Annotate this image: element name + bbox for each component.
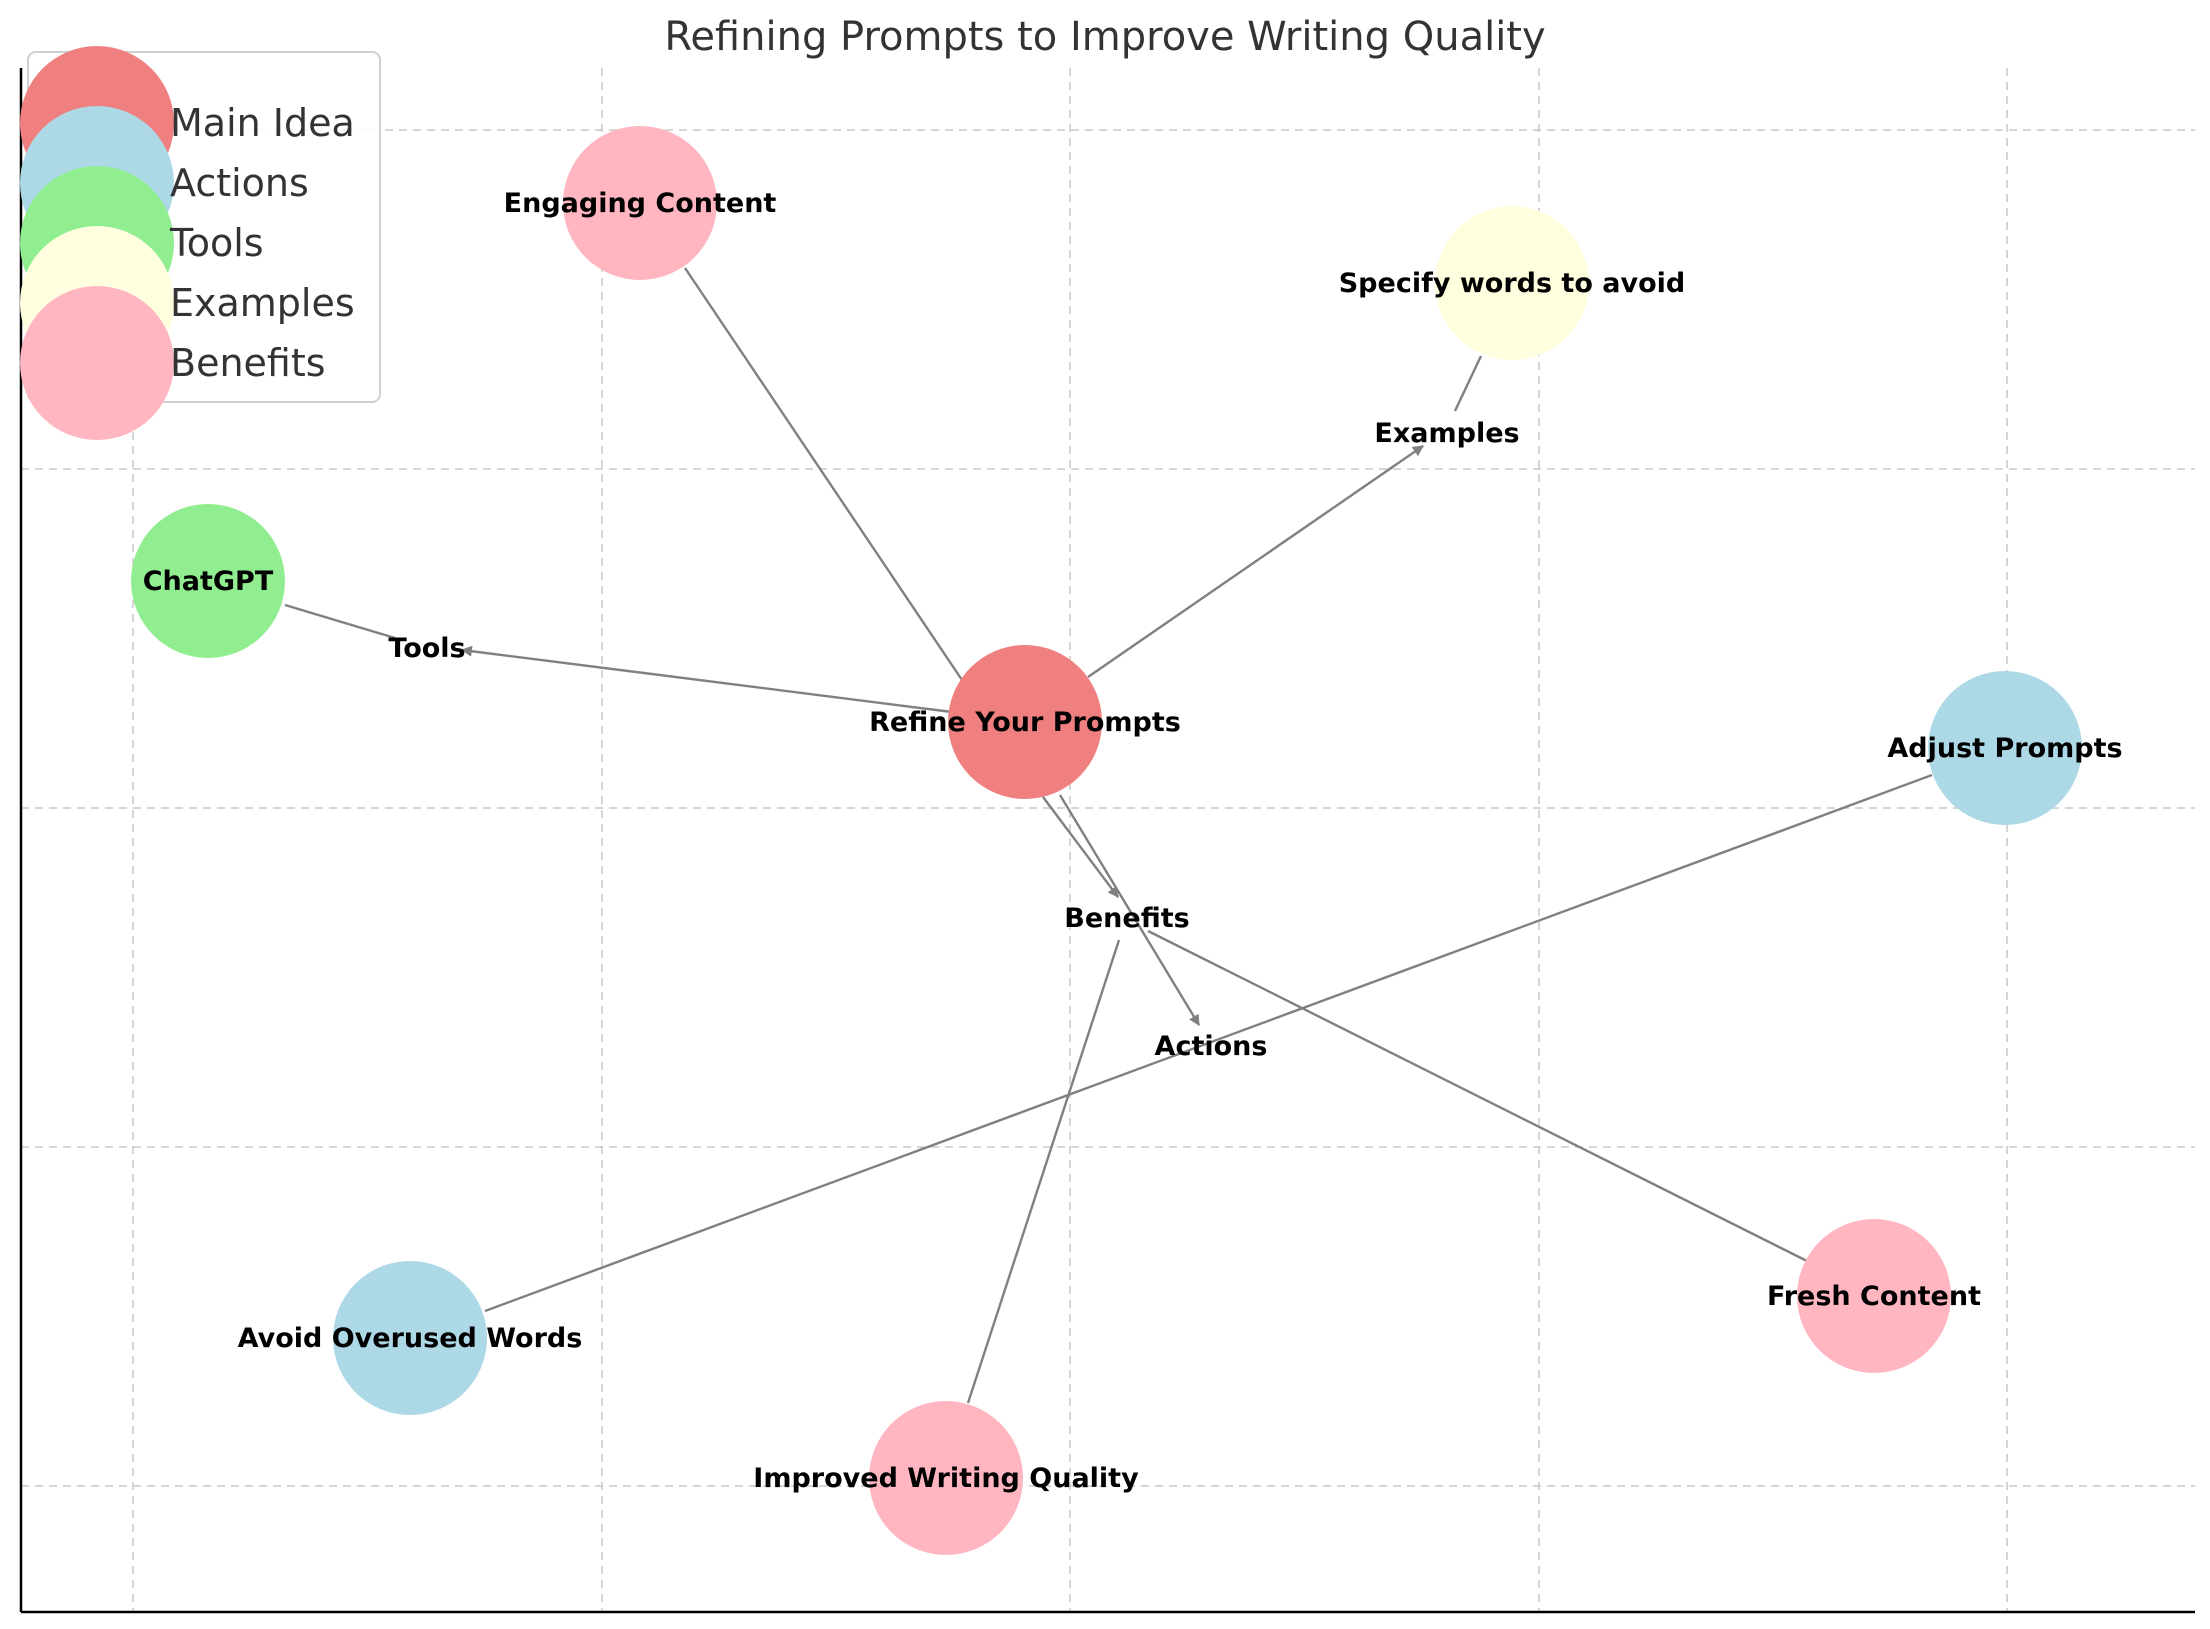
edge-refine-to-benefits (1042, 796, 1119, 898)
edge-engaging-to-refine (684, 267, 963, 681)
node-engaging-content[interactable]: Engaging Content (504, 126, 777, 280)
edge-refine-to-actions (1058, 794, 1201, 1026)
category-label-tools: Tools (388, 633, 465, 664)
node-refine-your-prompts[interactable]: Refine Your Prompts (869, 645, 1181, 799)
category-label-benefits: Benefits (1064, 903, 1189, 934)
node-label: Specify words to avoid (1339, 268, 1686, 299)
edge-avoid-to-adjust (484, 773, 1933, 1313)
legend-swatch-benefits (20, 286, 174, 440)
edge-chatgpt-to-tools (284, 603, 396, 640)
node-circle (948, 645, 1102, 799)
node-label: Refine Your Prompts (869, 707, 1181, 738)
node-circle (131, 504, 285, 658)
node-improved-writing-quality[interactable]: Improved Writing Quality (753, 1401, 1139, 1555)
legend-label: Benefits (170, 341, 326, 385)
node-chatgpt[interactable]: ChatGPT (131, 504, 285, 658)
edge-improved-to-benefits (966, 939, 1121, 1404)
diagram-title: Refining Prompts to Improve Writing Qual… (664, 14, 1545, 60)
node-label: Adjust Prompts (1887, 733, 2122, 764)
node-avoid-overused-words[interactable]: Avoid Overused Words (238, 1261, 583, 1415)
edges (284, 267, 1933, 1404)
node-fresh-content[interactable]: Fresh Content (1767, 1219, 1981, 1373)
edge-refine-to-tools (460, 645, 953, 714)
node-label: Fresh Content (1767, 1281, 1981, 1312)
legend: Main Idea Actions Tools Examples Benefit… (20, 46, 381, 440)
node-specify-words-to-avoid[interactable]: Specify words to avoid (1339, 206, 1686, 360)
legend-label: Examples (170, 281, 355, 325)
node-circle (869, 1401, 1023, 1555)
legend-entry-benefits: Benefits (20, 286, 326, 440)
legend-label: Actions (170, 161, 309, 205)
category-label-actions: Actions (1155, 1031, 1268, 1062)
nodes: Refine Your Prompts Engaging Content Spe… (131, 126, 2123, 1555)
node-circle (333, 1261, 487, 1415)
node-circle (563, 126, 717, 280)
node-label: Engaging Content (504, 188, 777, 219)
edge-refine-to-examples (1087, 445, 1424, 678)
edge-fresh-to-benefits (1147, 929, 1808, 1263)
legend-label: Main Idea (170, 101, 355, 145)
node-circle (1928, 671, 2082, 825)
node-circle (1435, 206, 1589, 360)
category-label-examples: Examples (1374, 418, 1519, 449)
category-labels: Tools Examples Benefits Actions (388, 418, 1519, 1062)
legend-label: Tools (169, 221, 264, 265)
node-circle (1797, 1219, 1951, 1373)
node-adjust-prompts[interactable]: Adjust Prompts (1887, 671, 2123, 825)
node-label: Avoid Overused Words (238, 1323, 583, 1354)
edge-specify-to-examples (1453, 355, 1483, 412)
node-label: Improved Writing Quality (753, 1463, 1139, 1494)
node-label: ChatGPT (143, 566, 274, 597)
